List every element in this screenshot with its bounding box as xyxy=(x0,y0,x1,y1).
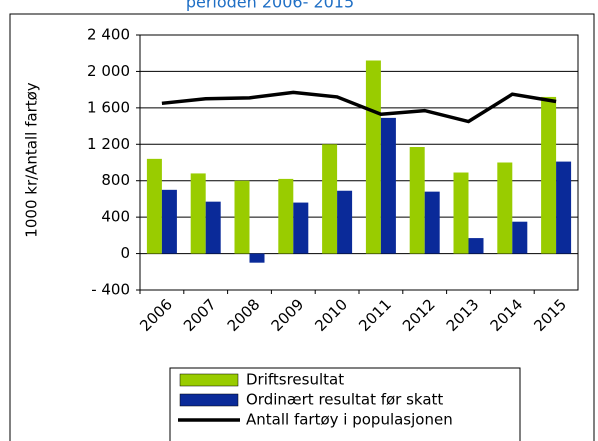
x-tick-label: 2013 xyxy=(443,295,483,335)
legend-swatch xyxy=(179,373,239,387)
bar xyxy=(278,178,294,254)
y-tick-label: 2 400 xyxy=(87,26,130,44)
x-tick-label: 2015 xyxy=(530,295,570,335)
bar xyxy=(190,173,206,254)
y-axis-label: 1000 kr/Antall fartøy xyxy=(23,82,41,237)
bar xyxy=(322,144,338,254)
x-tick-label: 2014 xyxy=(487,295,527,335)
y-tick-label: 1 200 xyxy=(87,135,130,153)
bar xyxy=(161,189,177,254)
bar xyxy=(541,96,557,254)
bar xyxy=(337,190,353,254)
legend-swatch xyxy=(179,393,239,407)
bar xyxy=(293,202,309,254)
x-tick-label: 2012 xyxy=(399,295,439,335)
line xyxy=(161,90,557,124)
y-tick-label: 800 xyxy=(101,171,130,189)
y-tick-label: 2 000 xyxy=(87,62,130,80)
y-tick-label: 400 xyxy=(101,208,130,226)
y-tick-label: 0 xyxy=(120,244,130,262)
y-tick-label: 1 600 xyxy=(87,98,130,116)
x-tick-label: 2010 xyxy=(311,295,351,335)
bar xyxy=(424,191,440,254)
x-tick-label: 2011 xyxy=(355,295,395,335)
bar xyxy=(234,180,250,254)
chart-frame xyxy=(9,13,595,441)
bar xyxy=(146,158,162,254)
bar xyxy=(365,60,381,254)
bar xyxy=(556,161,572,254)
x-tick-label: 2006 xyxy=(136,295,176,335)
bar xyxy=(512,221,528,254)
x-tick-label: 2009 xyxy=(268,295,308,335)
bar xyxy=(453,172,469,254)
bar xyxy=(205,201,221,254)
legend-label: Ordinært resultat før skatt xyxy=(246,391,443,409)
legend-label: Driftsresultat xyxy=(246,371,344,389)
bar xyxy=(468,238,484,254)
x-tick-label: 2007 xyxy=(180,295,220,335)
bar xyxy=(497,162,513,254)
x-tick-label: 2008 xyxy=(224,295,264,335)
bar xyxy=(249,253,265,263)
bar xyxy=(409,147,425,254)
bar xyxy=(380,117,396,254)
chart-title: perioden 2006- 2015 xyxy=(186,0,354,12)
y-tick-label: - 400 xyxy=(91,281,130,299)
legend-label: Antall fartøy i populasjonen xyxy=(246,411,453,429)
